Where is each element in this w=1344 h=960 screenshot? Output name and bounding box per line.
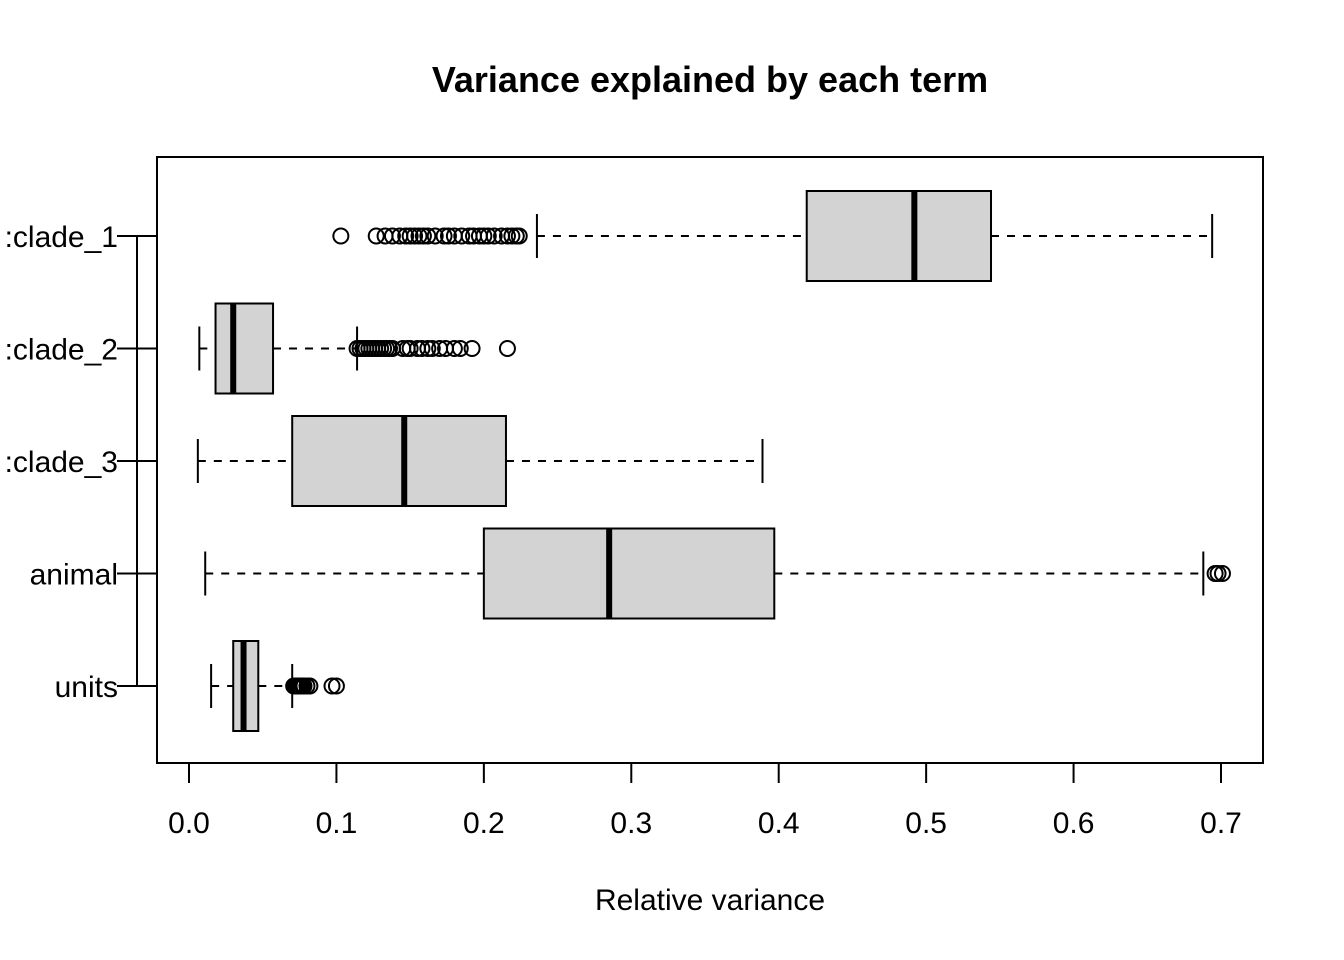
outlier-point xyxy=(413,340,431,357)
x-axis: 0.0 0.1 0.2 0.3 0.4 0.5 0.6 0.7 xyxy=(168,762,1242,840)
x-tick-label: 0.3 xyxy=(610,807,652,840)
outlier-point xyxy=(397,227,415,245)
x-tick-label: 0.2 xyxy=(463,807,505,840)
box-clade-2 xyxy=(198,302,516,395)
outlier-point xyxy=(485,227,503,245)
outlier-point xyxy=(503,227,521,245)
y-tick-label: :clade_2 xyxy=(5,334,118,367)
outlier-point xyxy=(414,227,432,245)
outlier-point xyxy=(453,227,471,245)
outlier-point xyxy=(475,227,493,245)
x-tick-label: 0.4 xyxy=(758,807,800,840)
outlier-point xyxy=(479,227,497,245)
outlier-point xyxy=(498,227,516,245)
y-axis: units animal :clade_3 :clade_2 :clade_1 xyxy=(5,221,157,704)
x-axis-label: Relative variance xyxy=(595,884,825,917)
outlier-point xyxy=(406,227,424,245)
outlier-point xyxy=(332,227,350,245)
boxes-layer xyxy=(196,190,1231,732)
outlier-point xyxy=(327,677,345,695)
x-tick-label: 0.5 xyxy=(905,807,947,840)
outlier-point xyxy=(383,227,401,245)
box-iqr xyxy=(291,415,507,507)
x-tick-label: 0.1 xyxy=(316,807,358,840)
outlier-point xyxy=(463,340,481,357)
outlier-point xyxy=(1209,565,1227,582)
outlier-point xyxy=(426,227,444,245)
outlier-point xyxy=(510,227,528,245)
outlier-point xyxy=(367,227,385,245)
box-animal xyxy=(204,527,1231,620)
y-tick-label: :clade_1 xyxy=(5,221,118,254)
y-tick-label: :clade_3 xyxy=(5,446,118,479)
outlier-point xyxy=(439,227,457,245)
outlier-point xyxy=(498,340,516,357)
outlier-point xyxy=(401,340,419,357)
x-tick-label: 0.0 xyxy=(168,807,210,840)
x-tick-label: 0.6 xyxy=(1053,807,1095,840)
box-iqr xyxy=(805,190,993,282)
box-units xyxy=(210,640,345,732)
outlier-point xyxy=(410,227,428,245)
box-iqr xyxy=(214,302,275,395)
y-tick-label: units xyxy=(55,671,118,704)
chart-title: Variance explained by each term xyxy=(432,59,988,100)
outlier-point xyxy=(435,227,453,245)
box-clade-3 xyxy=(196,415,764,507)
outlier-point xyxy=(301,677,319,695)
outlier-point xyxy=(1213,565,1231,582)
outlier-point xyxy=(419,227,437,245)
outlier-point xyxy=(451,340,469,357)
outlier-point xyxy=(323,677,341,695)
x-tick-label: 0.7 xyxy=(1200,807,1242,840)
box-clade-1 xyxy=(332,190,1214,282)
y-tick-label: animal xyxy=(30,559,118,592)
outlier-point xyxy=(419,340,437,357)
outlier-point xyxy=(445,340,463,357)
outlier-point xyxy=(401,227,419,245)
box-iqr xyxy=(482,527,776,620)
outlier-point xyxy=(423,340,441,357)
